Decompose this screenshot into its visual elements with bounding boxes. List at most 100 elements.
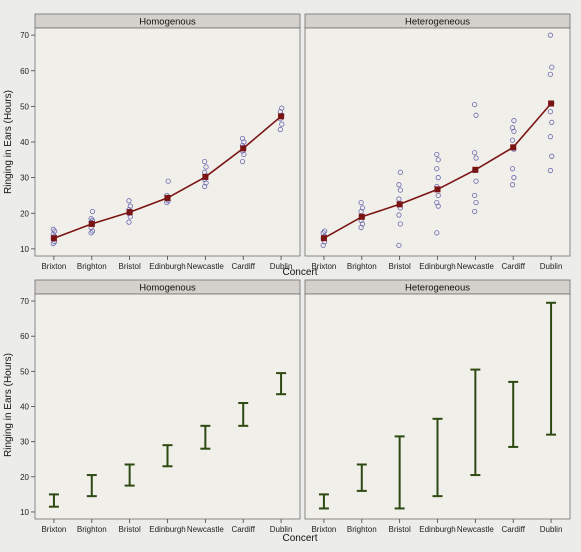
data-point bbox=[547, 134, 553, 140]
x-tick-label-bristol: Bristol bbox=[119, 262, 141, 271]
mean-marker-bristol bbox=[396, 201, 403, 208]
data-point bbox=[397, 169, 403, 175]
data-point bbox=[434, 230, 440, 236]
top-x-axis-label: Concert bbox=[282, 267, 317, 278]
data-point bbox=[279, 105, 285, 111]
x-tick-label-cardiff: Cardiff bbox=[232, 525, 256, 534]
data-point bbox=[396, 196, 402, 202]
data-point bbox=[509, 166, 516, 172]
x-tick-label-brixton: Brixton bbox=[41, 525, 66, 534]
data-point bbox=[435, 157, 441, 163]
x-tick-label-cardiff: Cardiff bbox=[502, 262, 526, 271]
mean-marker-edinburgh bbox=[434, 186, 441, 193]
mean-marker-newcastle bbox=[472, 166, 479, 173]
x-tick-label-edinburgh: Edinburgh bbox=[419, 525, 455, 534]
x-tick-label-newcastle: Newcastle bbox=[187, 525, 224, 534]
x-tick-label-dublin: Dublin bbox=[270, 525, 293, 534]
top-left-strip-label: Homogenous bbox=[139, 17, 196, 28]
top-right-x-axis: Brixton Brighton Bristol Edinburgh Newcastle… bbox=[311, 256, 562, 271]
mean-marker-dublin bbox=[548, 100, 555, 107]
data-point bbox=[547, 109, 553, 115]
bottom-left-strip-label: Homogenous bbox=[139, 283, 196, 294]
x-tick-label-dublin: Dublin bbox=[540, 525, 563, 534]
x-tick-label-edinburgh: Edinburgh bbox=[149, 262, 185, 271]
top-left-plot bbox=[50, 105, 285, 247]
mean-marker-brixton bbox=[50, 235, 57, 242]
data-point bbox=[434, 199, 440, 206]
bottom-right-strip-label: Heterogeneous bbox=[405, 283, 470, 294]
y-tick-label: 20 bbox=[20, 209, 29, 218]
x-tick-label-brixton: Brixton bbox=[41, 262, 66, 271]
data-point bbox=[547, 71, 553, 77]
y-tick-label: 60 bbox=[20, 67, 29, 76]
bottom-left-panel bbox=[34, 293, 301, 520]
x-tick-label-brighton: Brighton bbox=[347, 525, 377, 534]
bottom-y-axis: 10 20 30 40 50 60 70 bbox=[20, 297, 35, 517]
data-point bbox=[472, 150, 478, 156]
data-point bbox=[549, 153, 555, 159]
data-point bbox=[202, 158, 208, 165]
mean-marker-brixton bbox=[320, 235, 327, 242]
bottom-y-axis-label: Ringing in Ears (Hours) bbox=[3, 353, 14, 457]
x-tick-label-brixton: Brixton bbox=[311, 525, 336, 534]
data-point bbox=[50, 226, 56, 232]
y-tick-label: 10 bbox=[20, 245, 29, 254]
data-point bbox=[322, 228, 328, 234]
data-point bbox=[511, 175, 517, 181]
mean-marker-bristol bbox=[126, 209, 133, 216]
x-tick-label-bristol: Bristol bbox=[389, 262, 411, 271]
mean-marker-cardiff bbox=[510, 144, 517, 151]
mean-marker-brighton bbox=[88, 220, 95, 227]
top-y-axis: 10 20 30 40 50 60 70 bbox=[20, 31, 35, 254]
bottom-right-plot bbox=[318, 301, 557, 510]
data-point bbox=[473, 178, 479, 184]
data-point bbox=[509, 125, 516, 131]
data-point bbox=[89, 208, 96, 215]
top-figure: Homogenous Heterogeneous 10203040506070 … bbox=[3, 13, 571, 278]
data-point bbox=[126, 219, 132, 225]
data-point bbox=[396, 182, 402, 188]
data-point bbox=[88, 215, 94, 222]
data-point bbox=[435, 192, 441, 199]
x-tick-label-brighton: Brighton bbox=[77, 262, 107, 271]
mean-marker-brighton bbox=[358, 213, 365, 220]
x-tick-label-edinburgh: Edinburgh bbox=[149, 525, 185, 534]
data-point bbox=[473, 112, 479, 118]
top-left-panel bbox=[34, 27, 301, 257]
y-tick-label: 30 bbox=[20, 438, 29, 447]
x-tick-label-dublin: Dublin bbox=[540, 262, 563, 271]
top-right-strip-label: Heterogeneous bbox=[405, 17, 470, 28]
y-tick-label: 10 bbox=[20, 508, 29, 517]
mean-marker-newcastle bbox=[202, 173, 209, 180]
data-point bbox=[434, 151, 440, 158]
bottom-x-axis-label: Concert bbox=[282, 533, 317, 544]
x-tick-label-brighton: Brighton bbox=[77, 525, 107, 534]
top-right-panel bbox=[304, 27, 571, 257]
data-point bbox=[435, 175, 441, 181]
bottom-left-plot bbox=[48, 372, 287, 508]
data-point bbox=[472, 208, 478, 215]
bottom-right-x-axis: Brixton Brighton Bristol Edinburgh Newcastle… bbox=[311, 519, 562, 534]
data-point bbox=[434, 166, 440, 172]
x-tick-label-cardiff: Cardiff bbox=[232, 262, 256, 271]
x-tick-label-cardiff: Cardiff bbox=[502, 525, 526, 534]
y-tick-label: 50 bbox=[20, 102, 29, 111]
x-tick-label-newcastle: Newcastle bbox=[457, 262, 494, 271]
bottom-left-x-axis: Brixton Brighton Bristol Edinburgh Newcastle… bbox=[41, 519, 292, 534]
data-point bbox=[473, 155, 479, 161]
data-point bbox=[396, 242, 402, 248]
x-tick-label-newcastle: Newcastle bbox=[457, 525, 494, 534]
y-tick-label: 40 bbox=[20, 403, 29, 412]
top-y-axis-label: Ringing in Ears (Hours) bbox=[3, 90, 14, 194]
y-tick-label: 70 bbox=[20, 31, 29, 40]
data-point bbox=[547, 32, 553, 38]
y-tick-label: 50 bbox=[20, 367, 29, 376]
data-point bbox=[472, 192, 478, 199]
data-point bbox=[509, 137, 516, 143]
data-point bbox=[126, 198, 132, 204]
x-tick-label-bristol: Bristol bbox=[119, 525, 141, 534]
mean-marker-edinburgh bbox=[164, 194, 171, 201]
data-point bbox=[277, 126, 283, 133]
data-point bbox=[473, 199, 479, 206]
data-point bbox=[549, 64, 555, 70]
